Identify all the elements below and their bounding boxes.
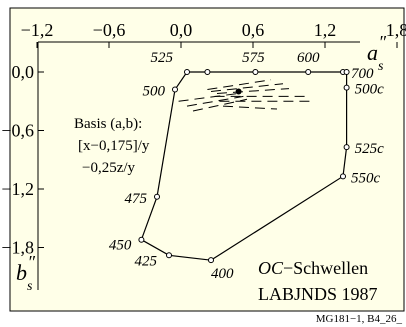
point-label: 575 xyxy=(242,50,265,66)
data-point xyxy=(208,257,214,264)
data-point xyxy=(340,173,346,180)
data-point xyxy=(343,69,350,75)
data-point xyxy=(166,252,172,259)
y-tick-label: −1,2 xyxy=(1,179,34,199)
threshold-line xyxy=(210,83,284,92)
plot-frame xyxy=(9,7,405,312)
x-tick-label: −0,6 xyxy=(93,20,126,40)
point-label: 475 xyxy=(125,191,148,207)
x-tick-label: −1,2 xyxy=(21,20,54,40)
threshold-line xyxy=(216,88,290,94)
data-point xyxy=(138,236,145,243)
point-label: 450 xyxy=(109,238,132,254)
x-tick-label: 1,8 xyxy=(386,20,406,40)
threshold-line xyxy=(222,105,278,110)
basis-line-2: [x−0,175]/y xyxy=(78,138,150,154)
markers xyxy=(138,69,350,264)
data-point xyxy=(172,86,178,93)
y-axis-title: bs″ xyxy=(16,252,35,294)
inner-lines xyxy=(178,79,313,112)
oc-title: OC−Schwellen xyxy=(258,258,368,278)
data-point xyxy=(184,69,190,75)
threshold-line xyxy=(186,95,244,107)
y-tick-label: −0,6 xyxy=(1,121,34,141)
point-label: 500 xyxy=(143,84,166,100)
threshold-line xyxy=(192,98,248,112)
y-tick-label: 0,0 xyxy=(12,62,35,82)
x-tick-label: 0,6 xyxy=(242,20,265,40)
threshold-line xyxy=(178,92,239,102)
point-label: 700 xyxy=(351,66,374,82)
oc-title-prefix: OC xyxy=(258,258,284,278)
data-point xyxy=(343,144,350,151)
point-label: 550c xyxy=(351,170,381,186)
x-tick-label: 1,2 xyxy=(314,20,337,40)
data-point xyxy=(343,84,350,91)
point-label: 525c xyxy=(355,141,385,157)
oc-title-suffix: −Schwellen xyxy=(283,258,368,278)
axes xyxy=(36,41,398,290)
x-axis-title: as″ xyxy=(367,32,386,74)
x-tick-label: 0,0 xyxy=(170,20,193,40)
center-point xyxy=(235,88,242,95)
point-label: 500c xyxy=(355,82,385,98)
point-label: 400 xyxy=(211,266,234,282)
source-label: LABJNDS 1987 xyxy=(258,284,378,304)
data-point xyxy=(305,69,312,75)
point-label: 600 xyxy=(297,50,320,66)
point-label: 425 xyxy=(135,253,158,269)
data-point xyxy=(204,69,211,75)
point-label: 525 xyxy=(151,50,174,66)
basis-line-3: −0,25z/y xyxy=(82,160,136,176)
basis-line-1: Basis (a,b): xyxy=(74,116,142,132)
footer-label: MG181−1, B4_26_ xyxy=(315,313,402,325)
data-point xyxy=(252,69,259,75)
data-point xyxy=(154,193,160,200)
plot-area xyxy=(10,8,404,311)
threshold-line xyxy=(207,79,272,91)
